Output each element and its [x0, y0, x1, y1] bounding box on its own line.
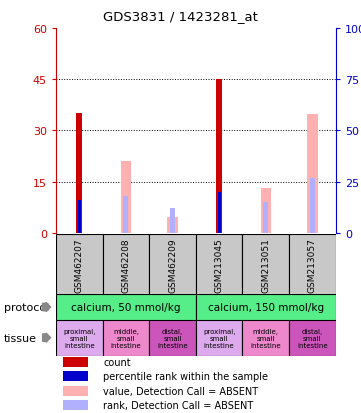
- Text: middle,
small
intestine: middle, small intestine: [110, 328, 141, 348]
- Text: GSM462207: GSM462207: [75, 237, 84, 292]
- Bar: [196, 234, 243, 295]
- Bar: [63, 400, 88, 410]
- Text: GSM213051: GSM213051: [261, 237, 270, 292]
- Bar: [103, 234, 149, 295]
- Bar: [168, 217, 178, 233]
- Text: proximal,
small
intestine: proximal, small intestine: [203, 328, 235, 348]
- Bar: [310, 178, 315, 233]
- Text: tissue: tissue: [4, 333, 36, 343]
- Text: percentile rank within the sample: percentile rank within the sample: [104, 371, 269, 382]
- Text: count: count: [104, 357, 131, 367]
- Text: calcium, 150 mmol/kg: calcium, 150 mmol/kg: [208, 302, 324, 312]
- Bar: [56, 234, 103, 295]
- Text: proximal,
small
intestine: proximal, small intestine: [63, 328, 96, 348]
- Bar: [77, 114, 82, 233]
- Bar: [196, 294, 336, 320]
- Bar: [63, 357, 88, 367]
- Bar: [216, 80, 222, 233]
- Bar: [196, 320, 243, 356]
- Text: distal,
small
intestine: distal, small intestine: [157, 328, 188, 348]
- Bar: [149, 320, 196, 356]
- Bar: [261, 188, 271, 233]
- Bar: [63, 386, 88, 396]
- Bar: [307, 115, 318, 233]
- Text: rank, Detection Call = ABSENT: rank, Detection Call = ABSENT: [104, 400, 254, 410]
- Bar: [170, 209, 175, 233]
- Text: GSM213057: GSM213057: [308, 237, 317, 292]
- Bar: [121, 162, 131, 233]
- Bar: [56, 320, 103, 356]
- Bar: [123, 197, 129, 233]
- Bar: [289, 320, 336, 356]
- Bar: [103, 320, 149, 356]
- Text: value, Detection Call = ABSENT: value, Detection Call = ABSENT: [104, 386, 258, 396]
- Text: protocol: protocol: [4, 302, 49, 312]
- Text: GDS3831 / 1423281_at: GDS3831 / 1423281_at: [103, 10, 258, 23]
- Bar: [263, 203, 268, 233]
- Text: GSM213045: GSM213045: [215, 237, 224, 292]
- Bar: [289, 234, 336, 295]
- Bar: [78, 201, 81, 233]
- Bar: [56, 294, 196, 320]
- Text: GSM462208: GSM462208: [121, 237, 130, 292]
- Bar: [243, 234, 289, 295]
- Text: GSM462209: GSM462209: [168, 237, 177, 292]
- Bar: [149, 234, 196, 295]
- Text: distal,
small
intestine: distal, small intestine: [297, 328, 328, 348]
- Bar: [63, 371, 88, 382]
- Bar: [218, 192, 221, 233]
- Text: middle,
small
intestine: middle, small intestine: [251, 328, 281, 348]
- Bar: [243, 320, 289, 356]
- Text: calcium, 50 mmol/kg: calcium, 50 mmol/kg: [71, 302, 180, 312]
